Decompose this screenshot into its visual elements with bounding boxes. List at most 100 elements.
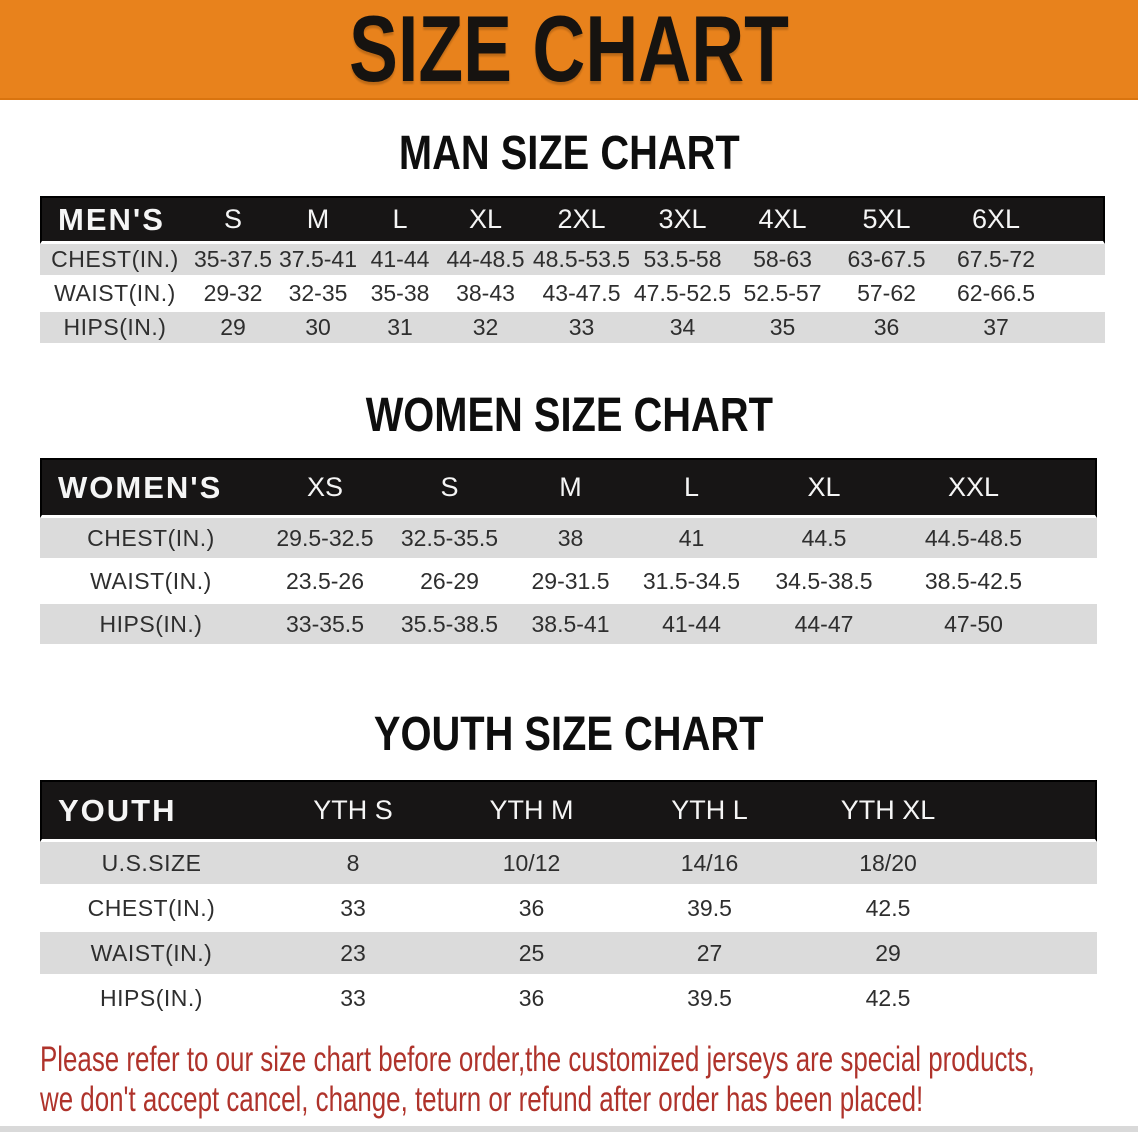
size-column-header: YTH L [620,780,799,842]
size-value-cell: 23 [263,932,443,977]
size-value-cell: 33 [531,312,632,346]
men-table-header-row: MEN'S S M L XL 2XL 3XL 4XL 5XL 6XL [40,196,1105,244]
bottom-strip [0,1126,1138,1132]
row-label: CHEST(IN.) [40,518,262,561]
size-value-cell: 29.5-32.5 [262,518,388,561]
spacer-cell [977,780,1097,842]
size-value-cell: 33 [263,977,443,1022]
row-label: HIPS(IN.) [40,312,190,346]
footer-note-line1: Please refer to our size chart before or… [40,1040,1035,1079]
size-value-cell: 10/12 [443,842,620,887]
row-label: CHEST(IN.) [40,244,190,278]
footer-note-line2: we don't accept cancel, change, teturn o… [40,1080,924,1119]
size-value-cell: 47-50 [895,604,1052,647]
footer-note: Please refer to our size chart before or… [40,1040,1138,1120]
women-table-group-label: WOMEN'S [40,458,262,518]
row-label: CHEST(IN.) [40,887,263,932]
women-size-table: WOMEN'S XS S M L XL XXL CHEST(IN.) 29.5-… [40,458,1097,647]
row-label: HIPS(IN.) [40,977,263,1022]
size-column-header: YTH M [443,780,620,842]
spacer-cell [1051,278,1105,312]
size-value-cell: 31 [360,312,440,346]
women-waist-row: WAIST(IN.) 23.5-26 26-29 29-31.5 31.5-34… [40,561,1097,604]
size-value-cell: 36 [443,887,620,932]
size-value-cell: 36 [832,312,941,346]
size-value-cell: 43-47.5 [531,278,632,312]
size-value-cell: 25 [443,932,620,977]
size-column-header: S [190,196,276,244]
women-table-header-row: WOMEN'S XS S M L XL XXL [40,458,1097,518]
size-value-cell: 34 [632,312,733,346]
size-column-header: 5XL [832,196,941,244]
size-value-cell: 44-48.5 [440,244,531,278]
size-value-cell: 38.5-41 [511,604,630,647]
size-value-cell: 27 [620,932,799,977]
size-column-header: XL [753,458,895,518]
size-value-cell: 35 [733,312,832,346]
size-value-cell: 18/20 [799,842,977,887]
size-value-cell: 36 [443,977,620,1022]
size-value-cell: 8 [263,842,443,887]
size-value-cell: 37 [941,312,1051,346]
size-value-cell: 42.5 [799,887,977,932]
size-column-header: L [360,196,440,244]
men-section-heading: MAN SIZE CHART [0,126,1138,182]
size-value-cell: 29 [190,312,276,346]
size-value-cell: 57-62 [832,278,941,312]
size-column-header: M [276,196,360,244]
size-column-header: S [388,458,511,518]
size-value-cell: 29 [799,932,977,977]
size-value-cell: 39.5 [620,977,799,1022]
size-value-cell: 32 [440,312,531,346]
size-value-cell: 35-37.5 [190,244,276,278]
youth-table-header-row: YOUTH YTH S YTH M YTH L YTH XL [40,780,1097,842]
size-column-header: 3XL [632,196,733,244]
spacer-cell [977,977,1097,1022]
size-column-header: XXL [895,458,1052,518]
size-column-header: 6XL [941,196,1051,244]
size-value-cell: 32.5-35.5 [388,518,511,561]
size-value-cell: 52.5-57 [733,278,832,312]
men-chest-row: CHEST(IN.) 35-37.5 37.5-41 41-44 44-48.5… [40,244,1105,278]
banner: SIZE CHART [0,0,1138,100]
size-value-cell: 23.5-26 [262,561,388,604]
spacer-cell [977,887,1097,932]
youth-table-group-label: YOUTH [40,780,263,842]
size-value-cell: 33-35.5 [262,604,388,647]
men-waist-row: WAIST(IN.) 29-32 32-35 35-38 38-43 43-47… [40,278,1105,312]
size-value-cell: 34.5-38.5 [753,561,895,604]
size-value-cell: 58-63 [733,244,832,278]
size-value-cell: 39.5 [620,887,799,932]
row-label: HIPS(IN.) [40,604,262,647]
size-column-header: 4XL [733,196,832,244]
size-value-cell: 41-44 [360,244,440,278]
spacer-cell [1051,196,1105,244]
men-hips-row: HIPS(IN.) 29 30 31 32 33 34 35 36 37 [40,312,1105,346]
youth-section-heading-text: YOUTH SIZE CHART [374,708,764,761]
size-value-cell: 47.5-52.5 [632,278,733,312]
size-value-cell: 30 [276,312,360,346]
size-value-cell: 53.5-58 [632,244,733,278]
men-section-heading-text: MAN SIZE CHART [398,127,740,180]
youth-waist-row: WAIST(IN.) 23 25 27 29 [40,932,1097,977]
spacer-cell [1051,244,1105,278]
size-value-cell: 44.5-48.5 [895,518,1052,561]
youth-ussize-row: U.S.SIZE 8 10/12 14/16 18/20 [40,842,1097,887]
size-value-cell: 48.5-53.5 [531,244,632,278]
size-column-header: XL [440,196,531,244]
size-value-cell: 42.5 [799,977,977,1022]
youth-chest-row: CHEST(IN.) 33 36 39.5 42.5 [40,887,1097,932]
size-value-cell: 26-29 [388,561,511,604]
size-value-cell: 38.5-42.5 [895,561,1052,604]
men-size-table: MEN'S S M L XL 2XL 3XL 4XL 5XL 6XL CHEST… [40,196,1105,346]
row-label: U.S.SIZE [40,842,263,887]
spacer-cell [1052,561,1097,604]
size-column-header: 2XL [531,196,632,244]
size-value-cell: 67.5-72 [941,244,1051,278]
row-label: WAIST(IN.) [40,932,263,977]
size-column-header: L [630,458,753,518]
size-value-cell: 38-43 [440,278,531,312]
banner-title: SIZE CHART [349,0,789,101]
size-value-cell: 14/16 [620,842,799,887]
